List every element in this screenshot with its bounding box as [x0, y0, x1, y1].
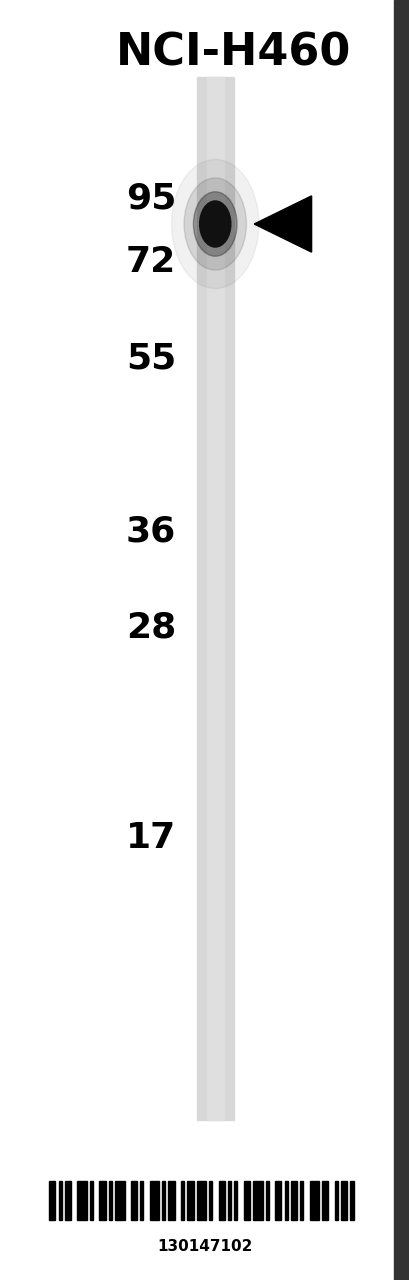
Bar	[196, 77, 233, 1120]
Bar	[58, 1181, 62, 1220]
Text: 95: 95	[126, 182, 176, 215]
Bar	[290, 1181, 297, 1220]
Polygon shape	[254, 196, 311, 252]
Bar	[321, 1181, 328, 1220]
Text: 36: 36	[126, 515, 176, 548]
Bar	[284, 1181, 287, 1220]
Ellipse shape	[184, 178, 246, 270]
Bar	[49, 1181, 55, 1220]
Text: 55: 55	[126, 342, 176, 375]
Bar	[77, 1181, 87, 1220]
Bar	[187, 1181, 193, 1220]
Bar	[108, 1181, 112, 1220]
Bar	[196, 1181, 206, 1220]
Bar	[350, 1181, 353, 1220]
Bar	[99, 1181, 106, 1220]
Text: NCI-H460: NCI-H460	[116, 32, 351, 76]
Bar	[334, 1181, 337, 1220]
Bar	[309, 1181, 318, 1220]
Bar	[65, 1181, 71, 1220]
Bar	[162, 1181, 165, 1220]
Bar	[234, 1181, 237, 1220]
Bar	[227, 1181, 231, 1220]
Bar	[393, 0, 409, 1280]
Text: 130147102: 130147102	[157, 1239, 252, 1254]
Bar	[218, 1181, 225, 1220]
Bar	[168, 1181, 174, 1220]
Bar	[115, 1181, 124, 1220]
Bar	[299, 1181, 303, 1220]
Text: 28: 28	[126, 611, 176, 644]
Bar	[140, 1181, 143, 1220]
Bar	[340, 1181, 346, 1220]
Bar	[274, 1181, 281, 1220]
Ellipse shape	[199, 201, 230, 247]
Bar	[209, 1181, 212, 1220]
Bar	[207, 77, 223, 1120]
Ellipse shape	[193, 192, 236, 256]
Text: 17: 17	[126, 822, 176, 855]
Bar	[90, 1181, 93, 1220]
Bar	[180, 1181, 184, 1220]
Bar	[243, 1181, 249, 1220]
Text: 72: 72	[126, 246, 176, 279]
Bar	[149, 1181, 159, 1220]
Bar	[252, 1181, 262, 1220]
Bar	[130, 1181, 137, 1220]
Bar	[265, 1181, 268, 1220]
Ellipse shape	[171, 160, 258, 288]
